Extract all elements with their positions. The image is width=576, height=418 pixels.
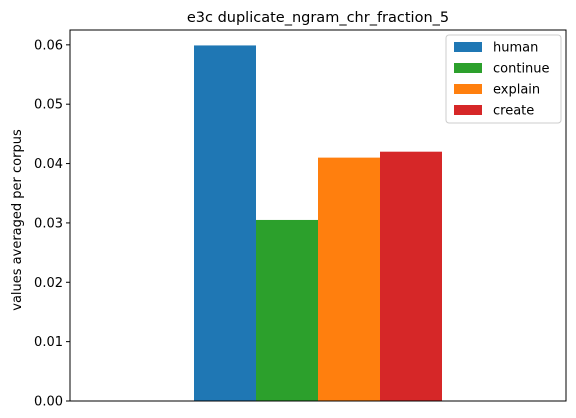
plot-frame <box>69 29 567 402</box>
bar-create <box>380 151 442 401</box>
y-tick-label: 0.01 <box>34 335 63 350</box>
y-tick-label: 0.04 <box>34 157 63 172</box>
legend-label-explain: explain <box>493 83 540 98</box>
chart-title: e3c duplicate_ngram_chr_fraction_5 <box>187 10 449 26</box>
y-tick-label: 0.06 <box>34 38 63 53</box>
y-tick-label: 0.02 <box>34 276 63 291</box>
legend-swatch-explain <box>454 84 482 94</box>
y-axis-label: values averaged per corpus <box>10 129 25 311</box>
legend-label-create: create <box>493 104 534 119</box>
legend-swatch-human <box>454 42 482 52</box>
bar-continue <box>256 219 318 401</box>
y-ticks-group: 0.00 0.01 0.02 0.03 0.04 0.05 0.06 <box>34 38 70 410</box>
legend-box <box>445 34 562 124</box>
y-tick-label: 0.05 <box>34 98 63 113</box>
legend-label-continue: continue <box>493 62 550 77</box>
bar-human <box>194 45 256 402</box>
y-tick-label: 0.00 <box>34 395 63 410</box>
legend: human continue explain create <box>445 34 562 124</box>
y-tick-label: 0.03 <box>34 216 63 231</box>
bars-group <box>194 45 442 402</box>
legend-swatch-continue <box>454 63 482 73</box>
legend-swatch-create <box>454 105 482 115</box>
legend-label-human: human <box>493 41 538 56</box>
bar-explain <box>318 157 380 401</box>
